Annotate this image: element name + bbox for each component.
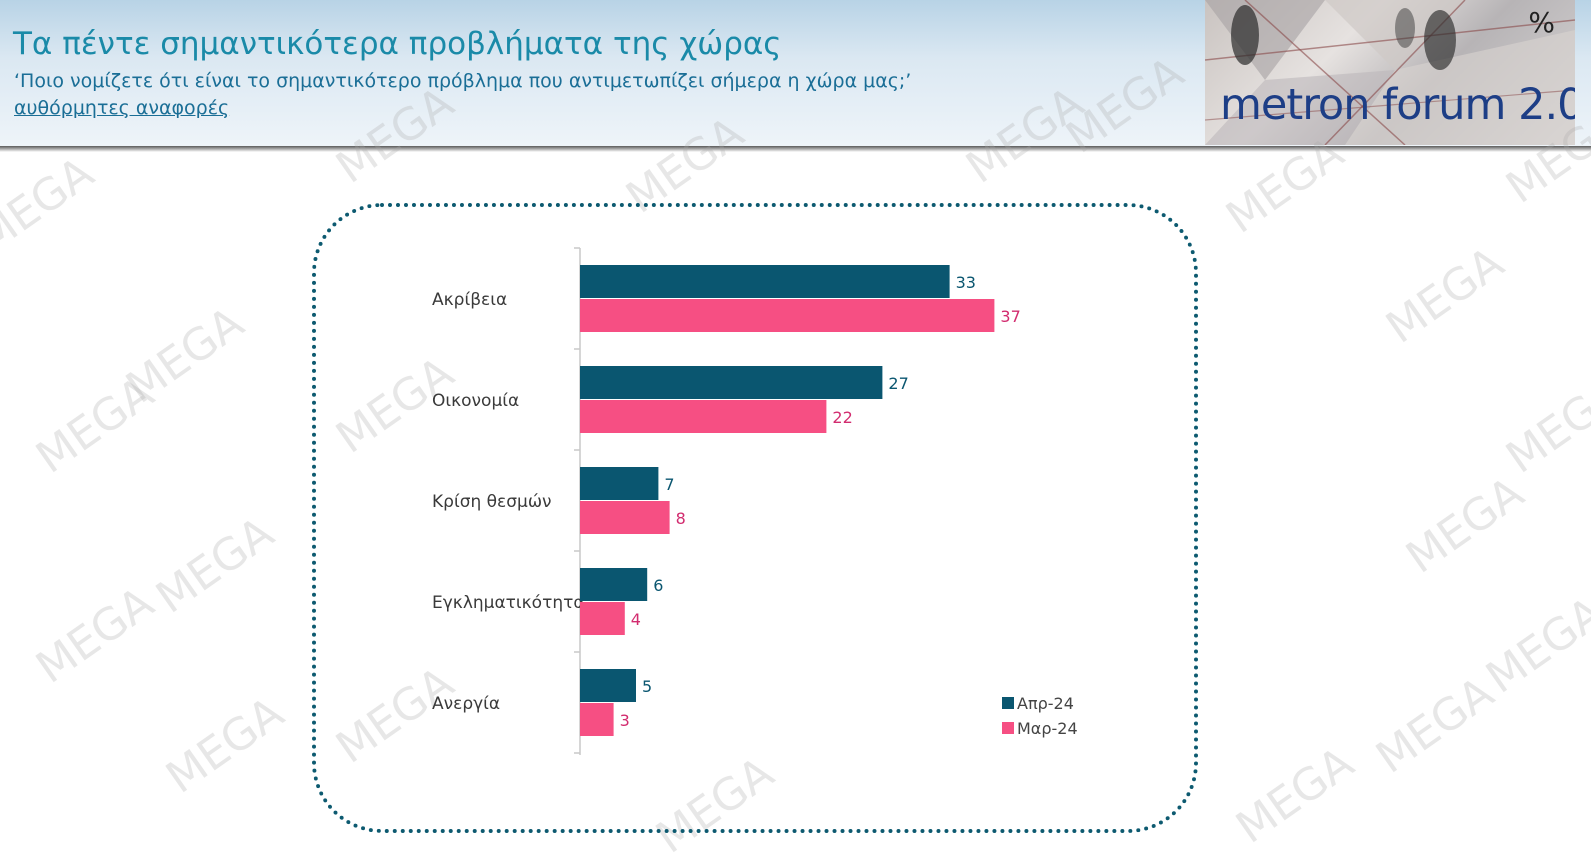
header-banner: Τα πέντε σημαντικότερα προβλήματα της χώ…: [0, 0, 1591, 146]
note-link[interactable]: αυθόρμητες αναφορές: [14, 97, 230, 119]
bar: [580, 703, 614, 736]
bar: [580, 568, 648, 601]
legend-label: Απρ-24: [1017, 694, 1074, 713]
category-label: Κρίση θεσμών: [432, 492, 552, 512]
data-label: 4: [631, 610, 641, 629]
chart-legend: Απρ-24 Μαρ-24: [1002, 694, 1078, 738]
category-label: Εγκληματικότητα: [432, 593, 585, 613]
data-label: 27: [888, 374, 908, 393]
data-label: 8: [676, 509, 686, 528]
bar-chart: Ακρίβεια Οικονομία Κρίση θεσμών Εγκληματικό…: [432, 247, 1078, 755]
unit-label: %: [1528, 6, 1555, 39]
bar: [580, 501, 670, 534]
legend-swatch: [1002, 722, 1014, 734]
survey-question: ‘Ποιο νομίζετε ότι είναι το σημαντικότερ…: [14, 70, 912, 92]
header-divider: [0, 146, 1591, 152]
category-label: Οικονομία: [432, 391, 519, 411]
bar: [580, 467, 659, 500]
data-label: 37: [1000, 307, 1020, 326]
bar: [580, 366, 883, 399]
bar: [580, 602, 625, 635]
value-labels: 33 37 27 22 78 64 53: [620, 273, 1021, 730]
logo-background-icon: [1205, 0, 1575, 145]
category-label: Ακρίβεια: [432, 290, 507, 310]
data-label: 5: [642, 677, 652, 696]
chart-axis: [574, 247, 581, 755]
bar: [580, 400, 827, 433]
legend-label: Μαρ-24: [1017, 719, 1078, 738]
legend-swatch: [1002, 697, 1014, 709]
metron-forum-logo: metron forum 2.0 %: [1205, 0, 1575, 145]
data-label: 7: [664, 475, 674, 494]
bar: [580, 299, 995, 332]
category-labels: Ακρίβεια Οικονομία Κρίση θεσμών Εγκληματικό…: [432, 290, 585, 714]
data-label: 6: [653, 576, 663, 595]
chart-bars: [580, 265, 995, 736]
bar: [580, 265, 950, 298]
page-title: Τα πέντε σημαντικότερα προβλήματα της χώ…: [13, 26, 782, 62]
logo-text: metron forum 2.0: [1220, 80, 1575, 130]
data-label: 3: [620, 711, 630, 730]
data-label: 33: [956, 273, 976, 292]
data-label: 22: [832, 408, 852, 427]
bar: [580, 669, 636, 702]
category-label: Ανεργία: [432, 694, 500, 714]
